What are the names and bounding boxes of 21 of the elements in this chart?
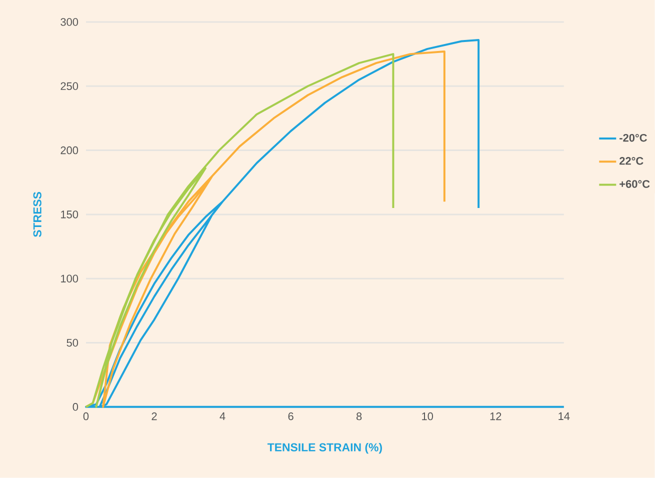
x-tick-label: 8 xyxy=(356,412,362,420)
y-tick-label: 200 xyxy=(60,146,78,154)
line-series xyxy=(84,39,565,408)
y-tick-label: 50 xyxy=(66,338,78,347)
x-tick-label: 14 xyxy=(558,412,570,420)
y-tick-label: 0 xyxy=(72,403,78,411)
legend-label: -20°C xyxy=(620,134,647,142)
x-tick-label: 2 xyxy=(152,412,157,420)
x-tick-label: 10 xyxy=(422,412,434,420)
x-tick-label: 12 xyxy=(490,412,502,420)
legend-label: +60°C xyxy=(620,180,650,188)
y-tick-label: 300 xyxy=(60,18,78,26)
y-axis-title: STRESS xyxy=(33,192,42,238)
x-tick-label: 0 xyxy=(83,412,89,420)
x-tick-label: 4 xyxy=(220,412,226,420)
y-tick-label: 100 xyxy=(61,274,78,283)
y-tick-label: 250 xyxy=(60,82,78,90)
y-tick-label: 150 xyxy=(61,210,78,218)
legend-label: 22°C xyxy=(620,157,644,165)
x-tick-label: 6 xyxy=(288,412,294,420)
x-axis-title: TENSILE STRAIN (%) xyxy=(267,443,382,454)
